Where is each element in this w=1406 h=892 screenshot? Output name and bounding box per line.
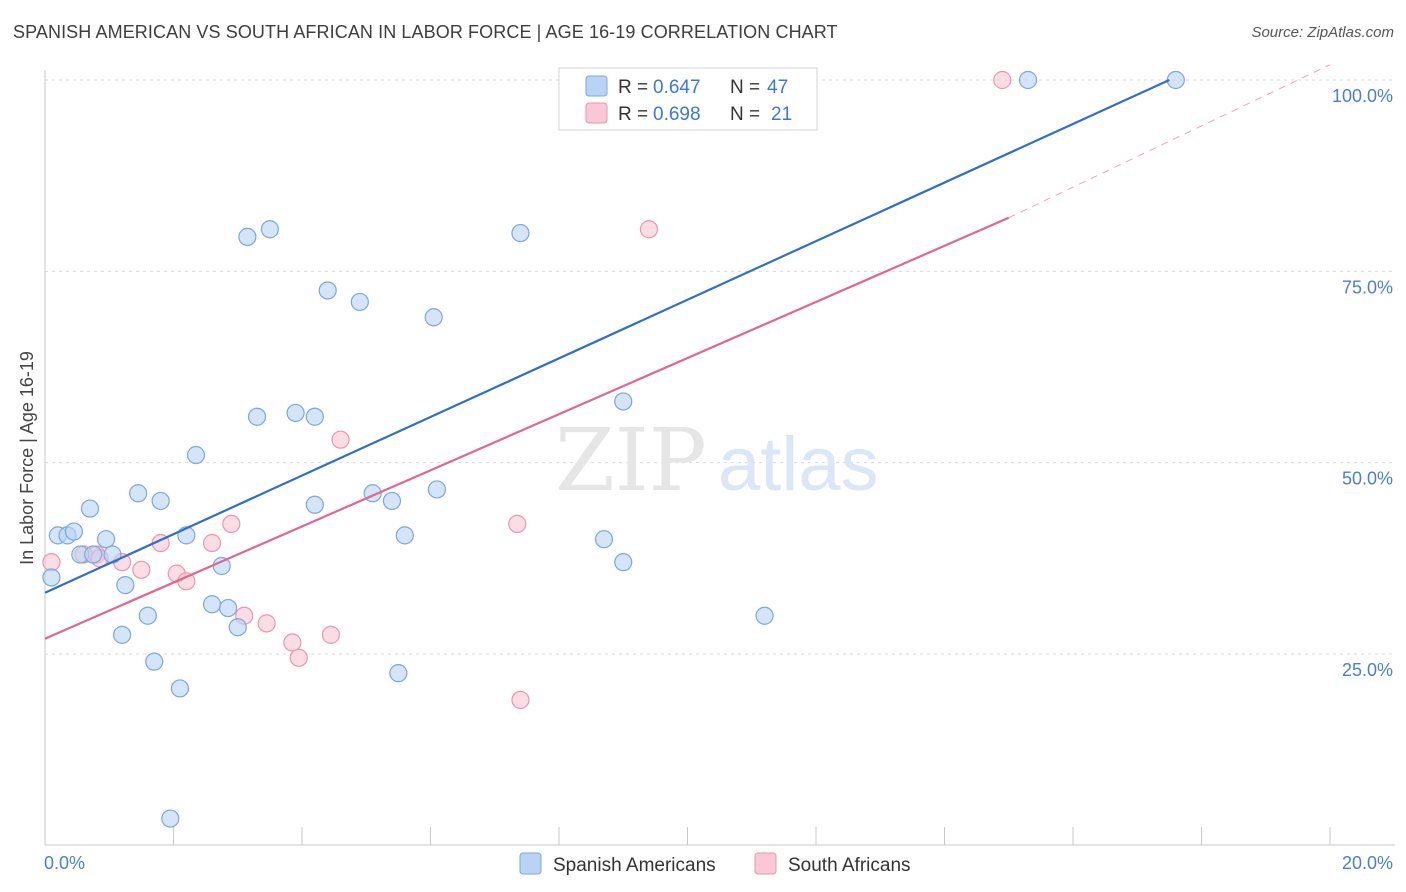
y-tick-label: 25.0% xyxy=(1342,660,1393,680)
data-point xyxy=(170,679,190,698)
data-point xyxy=(161,809,180,828)
y-axis-label: In Labor Force | Age 16-19 xyxy=(17,351,37,565)
data-point xyxy=(511,223,530,243)
stats-legend: R = 0.647 N = 47 R = 0.698 N = 21 xyxy=(558,67,818,131)
data-point xyxy=(283,633,302,652)
data-point xyxy=(755,606,774,625)
data-point xyxy=(112,625,132,644)
data-point xyxy=(202,533,222,553)
data-point xyxy=(96,530,116,549)
legend-n-value-1: 47 xyxy=(767,77,788,98)
series-legend-label-pink: South Africans xyxy=(788,855,911,876)
chart-title: SPANISH AMERICAN VS SOUTH AFRICAN IN LAB… xyxy=(13,22,838,42)
data-point xyxy=(508,514,527,533)
series-legend-swatch-blue xyxy=(519,852,542,875)
x-tick-label: 0.0% xyxy=(44,853,85,873)
data-point xyxy=(257,614,276,633)
data-point xyxy=(305,495,324,514)
legend-n-value-2: 21 xyxy=(771,104,792,125)
data-point xyxy=(202,595,222,614)
data-point xyxy=(247,407,267,426)
data-point xyxy=(80,499,100,518)
data-point xyxy=(129,484,148,503)
data-point xyxy=(289,648,308,667)
legend-n-label-2: N = xyxy=(730,104,760,125)
data-point xyxy=(331,430,350,449)
data-point xyxy=(321,625,341,644)
y-tick-labels: 25.0% 50.0% 75.0% 100.0% xyxy=(1332,86,1393,680)
data-point xyxy=(116,576,135,595)
data-point xyxy=(132,560,151,579)
data-point xyxy=(1018,70,1038,90)
data-point xyxy=(614,392,633,411)
data-point xyxy=(427,480,447,499)
legend-r-label-1: R = xyxy=(618,77,648,98)
south-africans-trend-extension xyxy=(1008,64,1331,219)
series-legend-label-blue: Spanish Americans xyxy=(553,855,716,876)
data-point xyxy=(350,292,369,312)
data-point xyxy=(260,220,279,239)
legend-swatch-pink xyxy=(585,102,608,124)
data-point xyxy=(64,522,84,541)
data-point xyxy=(305,407,324,426)
data-point xyxy=(511,690,530,710)
data-point xyxy=(594,530,614,549)
data-point xyxy=(138,606,157,625)
legend-r-label-2: R = xyxy=(618,104,648,125)
data-point xyxy=(993,70,1012,90)
data-point xyxy=(639,220,659,239)
data-point xyxy=(145,652,164,671)
south-africans-trend-line xyxy=(44,216,1010,640)
watermark-atlas: atlas xyxy=(718,422,879,507)
series-legend: Spanish Americans South Africans xyxy=(519,852,911,876)
data-point xyxy=(84,545,103,564)
data-point xyxy=(424,308,443,327)
y-tick-label: 100.0% xyxy=(1332,86,1393,106)
legend-r-value-1: 0.647 xyxy=(653,77,701,98)
y-tick-label: 50.0% xyxy=(1342,469,1393,489)
series-legend-swatch-pink xyxy=(754,852,777,875)
legend-n-label-1: N = xyxy=(730,77,760,98)
data-point xyxy=(186,445,206,465)
data-point xyxy=(1166,70,1185,90)
x-tick-labels: 0.0% 20.0% xyxy=(44,853,1393,873)
legend-swatch-blue xyxy=(585,75,608,97)
data-point xyxy=(614,553,633,572)
data-point xyxy=(238,227,257,246)
trend-lines xyxy=(44,64,1331,640)
south-africans-points xyxy=(42,70,1012,710)
data-point xyxy=(42,568,61,587)
data-point xyxy=(395,526,414,545)
spanish-americans-trend-line xyxy=(44,78,1170,594)
data-point xyxy=(389,664,408,683)
axes xyxy=(44,70,1395,846)
data-point xyxy=(318,281,337,300)
spanish-americans-points xyxy=(42,70,1185,828)
data-point xyxy=(219,598,238,618)
source-credit: Source: ZipAtlas.com xyxy=(1251,24,1394,41)
legend-r-value-2: 0.698 xyxy=(653,104,701,125)
watermark: ZIP atlas xyxy=(555,411,879,511)
data-point xyxy=(286,403,305,423)
x-tick-label: 20.0% xyxy=(1342,853,1393,873)
data-point xyxy=(151,491,170,511)
watermark-zip: ZIP xyxy=(555,411,707,511)
data-point xyxy=(222,514,241,533)
data-point xyxy=(228,618,247,637)
grid-lines xyxy=(45,79,1395,655)
y-tick-label: 75.0% xyxy=(1342,277,1393,297)
data-point xyxy=(42,553,61,572)
data-point xyxy=(382,491,402,511)
